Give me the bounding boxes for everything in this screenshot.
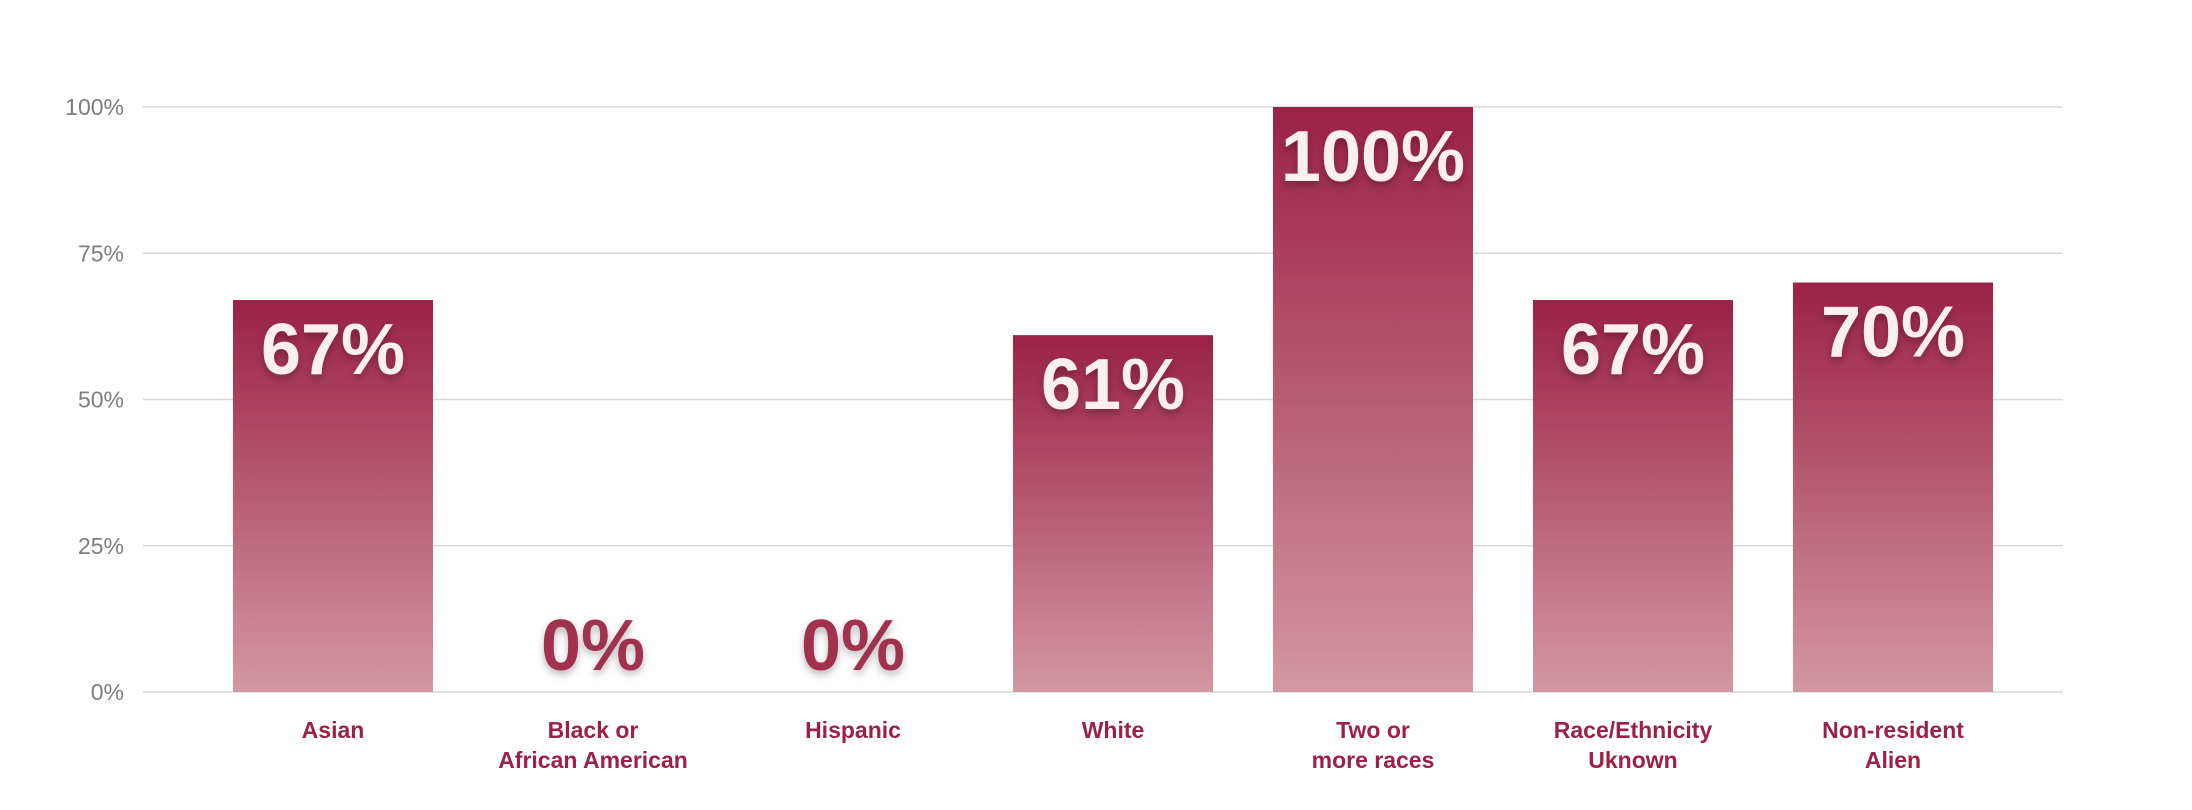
y-axis-ticks: 0% 25% 50% 75% 100%	[65, 94, 124, 705]
category-label: Hispanic	[805, 717, 901, 743]
value-label: 100%	[1281, 117, 1465, 197]
y-tick-label: 50%	[78, 387, 124, 413]
y-tick-label: 100%	[65, 94, 124, 120]
value-label: 67%	[261, 310, 405, 390]
value-labels: 67% 0% 0% 61% 100% 67% 70%	[261, 117, 1965, 686]
category-label: Uknown	[1588, 747, 1677, 773]
category-label: Race/Ethnicity	[1554, 717, 1713, 743]
bar	[1793, 282, 1993, 692]
value-label: 0%	[801, 606, 905, 686]
bar	[233, 300, 433, 692]
category-label: African American	[498, 747, 688, 773]
category-label: Black or	[548, 717, 639, 743]
y-tick-label: 75%	[78, 240, 124, 266]
category-label: more races	[1312, 747, 1435, 773]
category-labels: Asian Black or African American Hispanic Whi…	[302, 717, 1965, 773]
value-label: 61%	[1041, 345, 1185, 425]
y-tick-label: 0%	[91, 679, 124, 705]
category-label: White	[1082, 717, 1145, 743]
category-label: Two or	[1336, 717, 1410, 743]
category-label: Alien	[1865, 747, 1921, 773]
bars	[233, 107, 1993, 692]
bar	[1013, 335, 1213, 692]
y-tick-label: 25%	[78, 533, 124, 559]
bar	[1533, 300, 1733, 692]
category-label: Non-resident	[1822, 717, 1964, 743]
value-label: 0%	[541, 606, 645, 686]
bar	[1273, 107, 1473, 692]
value-label: 67%	[1561, 310, 1705, 390]
category-label: Asian	[302, 717, 365, 743]
value-label: 70%	[1821, 293, 1965, 373]
